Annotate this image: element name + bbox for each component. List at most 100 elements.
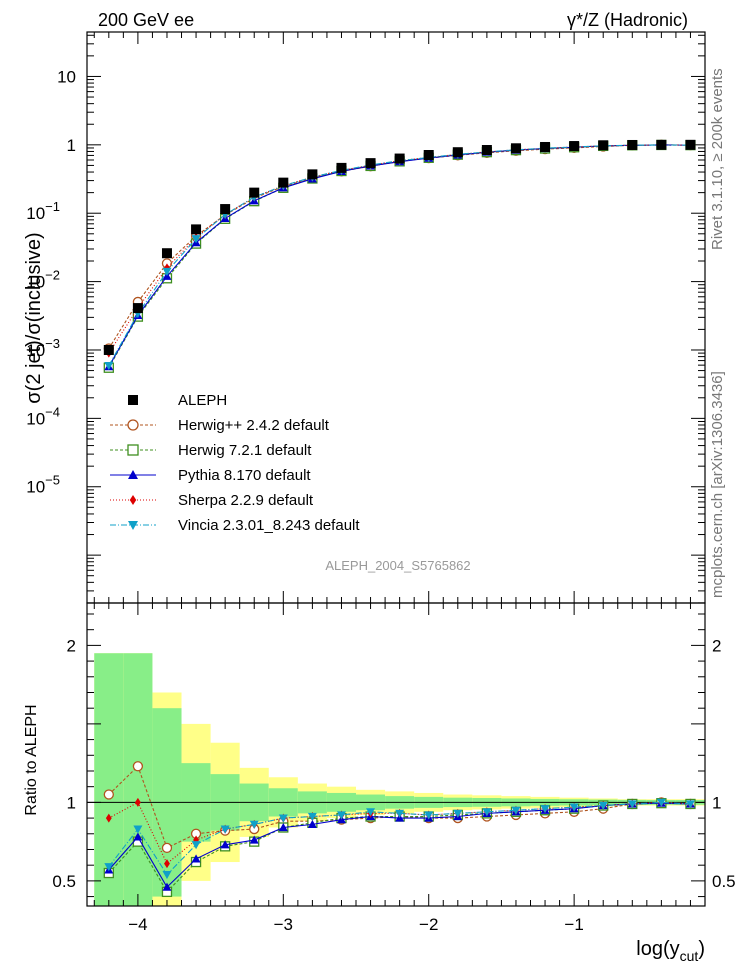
data-point-top bbox=[481, 145, 492, 156]
series-point-bottom bbox=[336, 811, 346, 820]
data-point-top bbox=[249, 187, 260, 198]
series-point-bottom bbox=[366, 808, 376, 817]
legend-marker bbox=[127, 444, 139, 456]
y-tick-label-top: 10−5 bbox=[26, 473, 60, 497]
series-point-bottom bbox=[103, 789, 114, 800]
y-tick-label-bottom: 2 bbox=[67, 636, 76, 655]
legend-entry: Vincia 2.3.01_8.243 default bbox=[178, 517, 360, 534]
series-line-top bbox=[108, 144, 691, 367]
series-point-bottom bbox=[134, 797, 141, 807]
y-axis-title-top: σ(2 jet)/σ(inclusive) bbox=[23, 232, 45, 403]
series-point-bottom bbox=[133, 825, 143, 834]
legend-marker bbox=[128, 521, 138, 530]
y-tick-label-top: 10−4 bbox=[26, 404, 60, 428]
series-line-top bbox=[108, 144, 691, 354]
series-point-bottom bbox=[598, 801, 608, 811]
bottom-panel: −4 −3 −2 −1 0.5 0.5 1 1 2 2 bbox=[52, 603, 736, 934]
y-tick-exponent: −1 bbox=[45, 199, 60, 214]
series-point-bottom bbox=[249, 820, 259, 829]
legend-entry: ALEPH bbox=[178, 392, 227, 409]
y-tick-label-bottom-right: 2 bbox=[712, 636, 721, 655]
x-tick-label: −2 bbox=[419, 915, 438, 934]
y-tick-label-bottom-right: 0.5 bbox=[712, 872, 736, 891]
series-point-top bbox=[104, 362, 114, 371]
series-point-bottom bbox=[278, 823, 288, 832]
series-point-bottom bbox=[164, 859, 170, 869]
series-point-bottom bbox=[162, 882, 172, 891]
y-tick-exponent: −2 bbox=[45, 268, 60, 283]
analysis-watermark: ALEPH_2004_S5765862 bbox=[325, 558, 470, 573]
series-point-bottom bbox=[220, 840, 230, 849]
x-axis-title-sub: cut bbox=[680, 948, 699, 964]
data-point-top bbox=[336, 162, 347, 173]
data-point-top bbox=[598, 140, 609, 151]
y-tick-label-bottom: 0.5 bbox=[52, 872, 76, 891]
y-tick-exponent: −3 bbox=[45, 336, 60, 351]
series-point-bottom bbox=[105, 813, 112, 823]
x-axis-title: log(ycut) bbox=[636, 938, 705, 964]
legend-entry: Sherpa 2.2.9 default bbox=[178, 492, 314, 509]
series-point-bottom bbox=[453, 809, 463, 818]
data-point-top bbox=[423, 150, 434, 161]
ratio-bands bbox=[87, 653, 705, 906]
series-point-bottom bbox=[569, 803, 579, 812]
series-point-top bbox=[191, 235, 201, 244]
data-point-top bbox=[365, 158, 376, 169]
data-point-top bbox=[394, 153, 405, 164]
series-line-top bbox=[108, 144, 691, 369]
series-point-top bbox=[162, 267, 172, 277]
series-point-bottom bbox=[395, 809, 405, 818]
y-tick-label-top: 10−1 bbox=[26, 199, 60, 223]
legend-marker bbox=[129, 495, 137, 505]
data-point-top bbox=[685, 139, 696, 150]
header-left: 200 GeV ee bbox=[98, 10, 194, 30]
data-point-top bbox=[452, 147, 463, 158]
series-point-bottom bbox=[104, 863, 114, 872]
y-axis-title-bottom: Ratio to ALEPH bbox=[23, 704, 40, 815]
y-tick-label-top: 1 bbox=[67, 136, 76, 155]
band-green bbox=[123, 653, 153, 906]
series-point-bottom bbox=[482, 808, 492, 817]
series-point-bottom bbox=[220, 825, 230, 834]
legend-entry: Herwig 7.2.1 default bbox=[178, 442, 312, 459]
data-point-top bbox=[540, 141, 551, 152]
series-line-top bbox=[108, 144, 691, 366]
legend: ALEPH Herwig++ 2.4.2 default Herwig 7.2.1 … bbox=[110, 392, 360, 534]
series-point-bottom bbox=[278, 814, 288, 823]
series-point-bottom bbox=[191, 841, 201, 850]
legend-marker bbox=[127, 419, 139, 431]
series-point-bottom bbox=[249, 835, 259, 844]
series-point-bottom bbox=[511, 806, 521, 815]
series-point-bottom bbox=[685, 800, 695, 809]
legend-entry: Pythia 8.170 default bbox=[178, 467, 311, 484]
data-point-top bbox=[569, 141, 580, 152]
series-line-top bbox=[108, 144, 691, 349]
data-point-top bbox=[510, 143, 521, 154]
data-point-top bbox=[103, 344, 114, 355]
series-point-bottom bbox=[191, 854, 201, 863]
data-point-top bbox=[191, 224, 202, 235]
data-point-top bbox=[278, 177, 289, 188]
series-point-bottom bbox=[656, 798, 666, 807]
legend-marker bbox=[128, 470, 138, 479]
series-point-bottom bbox=[162, 871, 172, 880]
series-point-bottom bbox=[133, 832, 143, 841]
mcplots-label: mcplots.cern.ch [arXiv:1306.3436] bbox=[709, 371, 726, 598]
rivet-label: Rivet 3.1.10, ≥ 200k events bbox=[709, 68, 726, 250]
legend-marker bbox=[128, 395, 138, 405]
data-point-top bbox=[161, 248, 172, 259]
series-point-bottom bbox=[627, 800, 637, 809]
series-point-bottom bbox=[307, 819, 317, 828]
x-tick-label: −4 bbox=[128, 915, 147, 934]
series-point-bottom bbox=[540, 805, 550, 814]
x-tick-label: −3 bbox=[274, 915, 293, 934]
x-tick-label: −1 bbox=[564, 915, 583, 934]
legend-entry: Herwig++ 2.4.2 default bbox=[178, 417, 330, 434]
data-point-top bbox=[132, 303, 143, 314]
y-tick-exponent: −5 bbox=[45, 473, 60, 488]
series-point-bottom bbox=[132, 761, 144, 772]
series-point-bottom bbox=[193, 835, 199, 845]
series-point-bottom bbox=[424, 811, 434, 820]
